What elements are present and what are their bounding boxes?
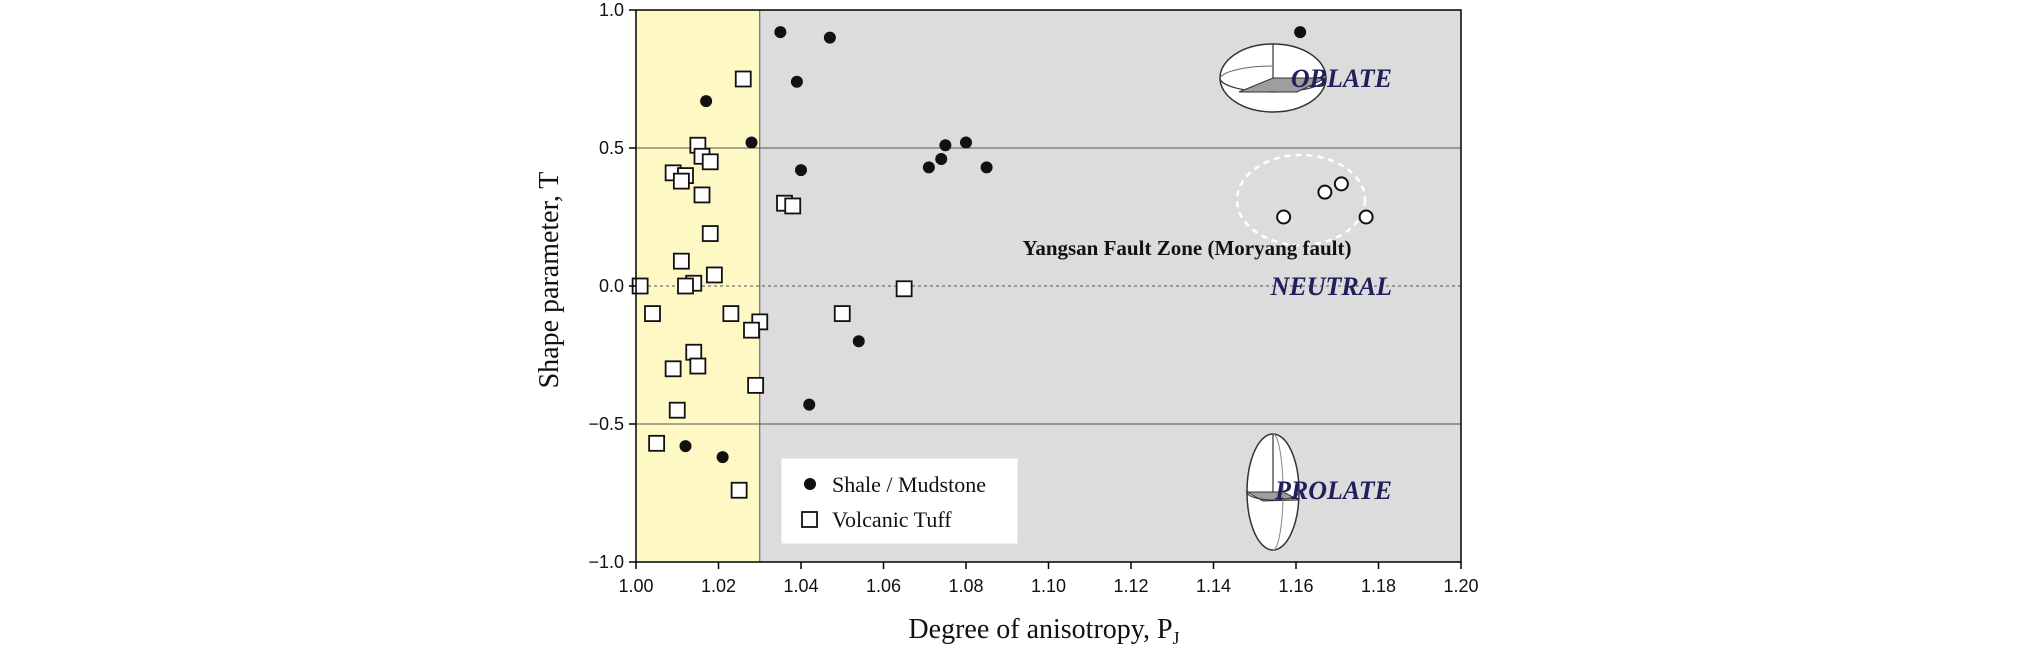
x-tick-label: 1.18 <box>1361 576 1396 596</box>
prolate-ellipsoid-icon <box>1245 433 1300 551</box>
point-tuff <box>705 266 723 284</box>
x-axis-title: Degree of anisotropy, PJ <box>908 614 1179 648</box>
point-shale <box>960 136 972 149</box>
point-shale <box>1294 26 1307 39</box>
point-shale <box>700 95 713 108</box>
point-tuff <box>677 277 694 295</box>
y-axis-title: Shape parameter, T <box>534 172 565 389</box>
legend-box <box>781 458 1018 544</box>
point-shale <box>939 139 952 152</box>
x-tick-label: 1.14 <box>1196 576 1231 596</box>
point-tuff <box>734 70 752 88</box>
point-tuff <box>722 305 740 323</box>
point-tuff <box>784 197 802 215</box>
point-shale <box>679 440 692 453</box>
point-tuff <box>648 434 666 452</box>
point-shale <box>823 31 836 44</box>
point-tuff <box>895 280 913 298</box>
data-points <box>631 26 1374 499</box>
point-shale <box>774 26 787 39</box>
x-tick-label: 1.16 <box>1278 576 1313 596</box>
zone-label-oblate: OBLATE <box>1291 64 1392 93</box>
x-tick-label: 1.12 <box>1113 576 1148 596</box>
fault-zone-annotation: Yangsan Fault Zone (Moryang fault) <box>1022 236 1351 260</box>
y-tick-label: −0.5 <box>588 414 624 434</box>
x-tick-label: 1.00 <box>618 576 653 596</box>
point-tuff <box>743 321 760 339</box>
point-tuff <box>701 225 719 242</box>
legend-marker-tuff <box>801 511 818 528</box>
point-tuff <box>701 153 719 171</box>
point-tuff <box>664 360 682 378</box>
point-shale <box>852 335 865 348</box>
point-fault-zone <box>1276 209 1292 225</box>
y-tick-label: 1.0 <box>599 0 624 20</box>
point-shale <box>790 75 803 88</box>
legend: Shale / Mudstone Volcanic Tuff <box>781 458 1018 544</box>
zone-label-prolate: PROLATE <box>1274 476 1392 505</box>
legend-label-tuff: Volcanic Tuff <box>832 507 952 532</box>
y-axis-ticks: 1.0 0.5 0.0 −0.5 −1.0 <box>588 0 636 572</box>
plot-background <box>636 10 1461 562</box>
point-fault-zone <box>1317 184 1333 200</box>
point-shale <box>795 164 807 177</box>
point-tuff <box>685 343 703 361</box>
x-tick-label: 1.02 <box>701 576 736 596</box>
point-shale <box>745 136 758 149</box>
point-shale <box>803 398 816 411</box>
legend-label-shale: Shale / Mudstone <box>832 472 986 497</box>
point-fault-zone <box>1358 209 1374 225</box>
point-shale <box>935 153 948 166</box>
point-shale <box>980 161 993 174</box>
zone-label-neutral: NEUTRAL <box>1270 272 1392 301</box>
point-shale <box>922 161 935 174</box>
point-tuff <box>693 186 711 204</box>
point-shale <box>716 451 729 464</box>
y-tick-label: 0.0 <box>599 276 624 296</box>
oblate-ellipsoid-icon <box>1219 43 1327 113</box>
point-tuff <box>730 481 748 499</box>
x-tick-label: 1.20 <box>1443 576 1478 596</box>
x-tick-label: 1.04 <box>783 576 818 596</box>
y-tick-label: −1.0 <box>588 552 624 572</box>
x-axis-title-subscript: J <box>1173 628 1180 648</box>
y-tick-label: 0.5 <box>599 138 624 158</box>
point-tuff <box>644 305 661 323</box>
point-tuff <box>747 376 765 394</box>
legend-marker-shale <box>804 478 816 490</box>
point-tuff <box>672 252 690 270</box>
point-fault-zone <box>1333 176 1349 192</box>
x-tick-label: 1.06 <box>866 576 901 596</box>
x-axis-ticks: 1.00 1.02 1.04 1.06 1.08 1.10 1.12 1.14 1.16 1.18… <box>618 562 1479 596</box>
reference-lines <box>636 147 1461 425</box>
point-tuff <box>668 401 686 419</box>
point-tuff <box>689 357 707 375</box>
x-tick-label: 1.08 <box>948 576 983 596</box>
point-tuff <box>833 305 851 323</box>
fault-zone-outline <box>1235 153 1367 247</box>
x-axis-title-text: Degree of anisotropy, P <box>908 614 1172 645</box>
x-tick-label: 1.10 <box>1031 576 1066 596</box>
point-tuff <box>672 172 690 190</box>
